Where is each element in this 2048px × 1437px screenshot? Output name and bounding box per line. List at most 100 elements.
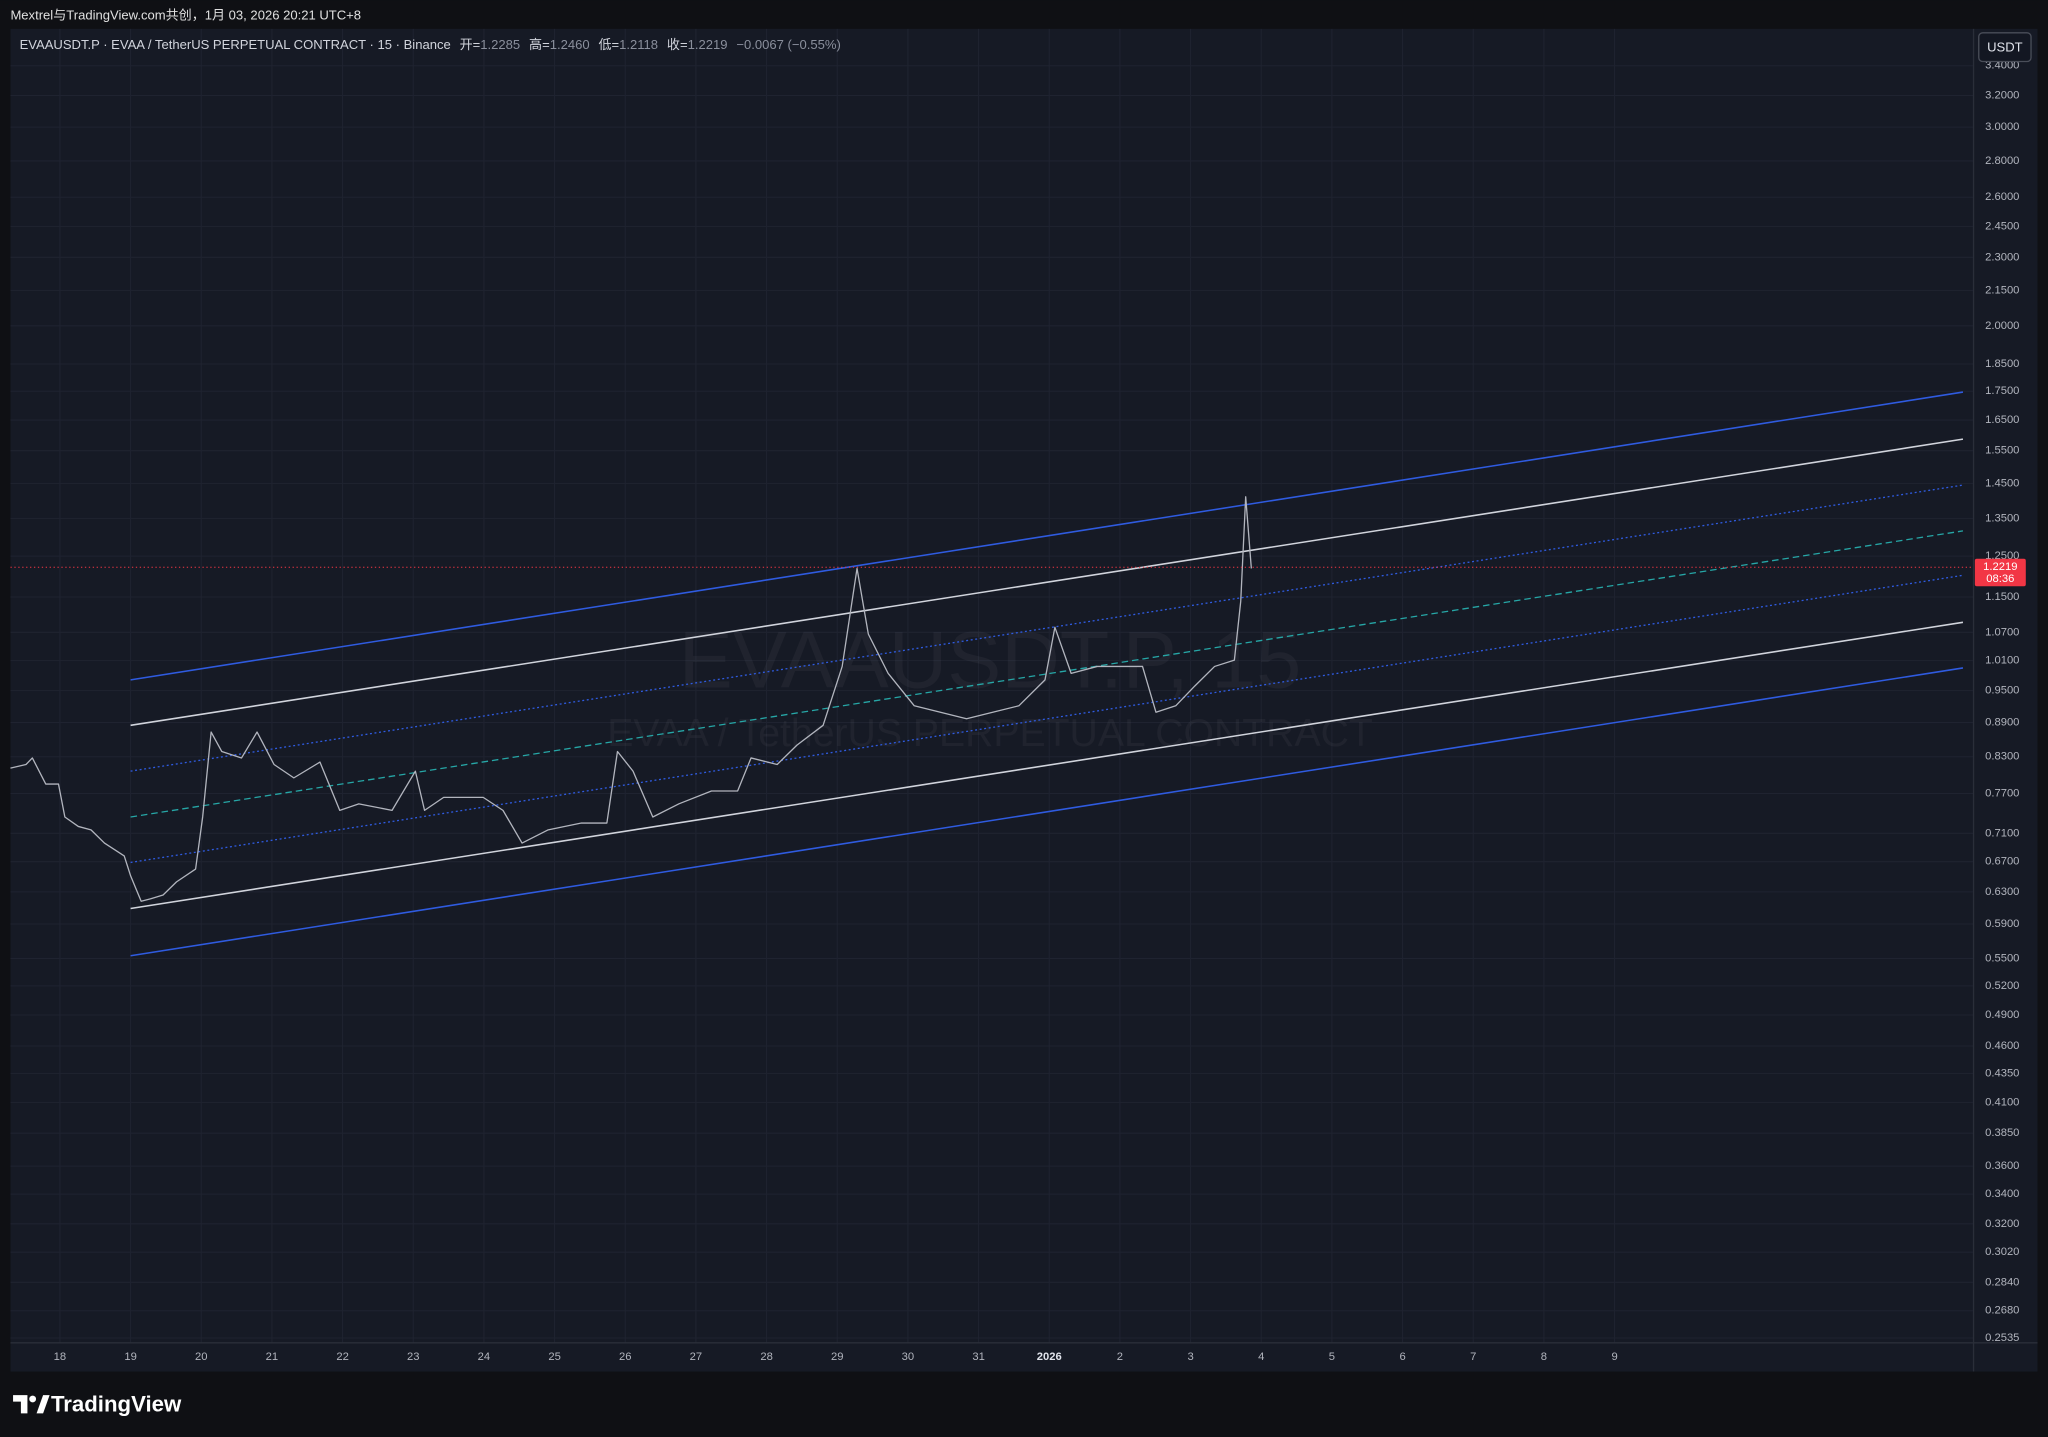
brand-name: TradingView	[51, 1391, 182, 1416]
y-tick-label: 0.5500	[1985, 952, 2019, 964]
x-tick-label: 31	[972, 1351, 984, 1363]
y-tick-label: 0.4350	[1985, 1067, 2019, 1079]
legend-low: 1.2118	[619, 37, 658, 52]
y-tick-label: 1.6500	[1985, 414, 2019, 426]
legend-close: 1.2219	[688, 37, 728, 52]
y-tick-label: 0.7700	[1985, 788, 2019, 800]
y-tick-label: 0.9500	[1985, 685, 2019, 697]
y-tick-label: 0.5900	[1985, 918, 2019, 930]
x-tick-label: 28	[760, 1351, 772, 1363]
y-tick-label: 0.3850	[1985, 1127, 2019, 1139]
watermark-symbol: EVAAUSDT.P, 15	[679, 616, 1302, 706]
y-tick-label: 0.2840	[1985, 1276, 2019, 1288]
channel-line	[130, 574, 1964, 864]
legend-close-label: 收=	[667, 37, 688, 52]
y-tick-label: 0.3200	[1985, 1218, 2019, 1230]
y-tick-label: 1.7500	[1985, 385, 2019, 397]
x-tick-label: 26	[619, 1351, 631, 1363]
y-tick-label: 0.7100	[1985, 827, 2019, 839]
y-tick-label: 2.0000	[1985, 320, 2019, 332]
channel-line	[130, 391, 1964, 681]
logo-slash	[36, 1395, 50, 1414]
x-tick-label: 3	[1187, 1351, 1193, 1363]
channel-line	[130, 621, 1964, 910]
legend-low-label: 低=	[598, 37, 619, 52]
y-tick-label: 2.3000	[1985, 251, 2019, 263]
x-tick-label: 30	[902, 1351, 914, 1363]
x-tick-label: 23	[407, 1351, 419, 1363]
y-tick-label: 2.1500	[1985, 284, 2019, 296]
legend-change: −0.0067 (−0.55%)	[736, 37, 840, 52]
x-tick-label: 5	[1329, 1351, 1335, 1363]
channel-line	[130, 530, 1964, 818]
x-tick-label: 2	[1117, 1351, 1123, 1363]
y-tick-label: 0.8300	[1985, 751, 2019, 763]
y-tick-label: 0.3020	[1985, 1246, 2019, 1258]
x-tick-label: 18	[54, 1351, 66, 1363]
x-tick-label: 27	[690, 1351, 702, 1363]
last-price-label: 1.2219	[1983, 561, 2017, 573]
x-tick-label: 21	[266, 1351, 278, 1363]
y-tick-label: 1.8500	[1985, 358, 2019, 370]
y-tick-label: 0.5200	[1985, 980, 2019, 992]
y-tick-label: 0.4100	[1985, 1096, 2019, 1108]
x-tick-label: 6	[1399, 1351, 1405, 1363]
price-line	[10, 496, 1252, 902]
currency-button-frame[interactable]	[1978, 32, 2032, 63]
y-tick-label: 0.4600	[1985, 1040, 2019, 1052]
y-tick-label: 1.1500	[1985, 591, 2019, 603]
countdown: 08:36	[1986, 573, 2014, 585]
watermark-description: EVAA / TetherUS PERPETUAL CONTRACT	[607, 712, 1373, 755]
y-tick-label: 1.5500	[1985, 445, 2019, 457]
y-tick-label: 3.0000	[1985, 121, 2019, 133]
y-tick-label: 2.6000	[1985, 191, 2019, 203]
channel-line	[130, 438, 1964, 727]
legend-open: 1.2285	[480, 37, 520, 52]
legend-high: 1.2460	[550, 37, 590, 52]
x-tick-label: 20	[195, 1351, 207, 1363]
y-tick-label: 3.4000	[1985, 60, 2019, 72]
y-tick-label: 3.2000	[1985, 89, 2019, 101]
y-tick-label: 2.4500	[1985, 220, 2019, 232]
currency-label[interactable]: USDT	[1987, 39, 2023, 54]
brand: TradingView	[13, 1391, 182, 1416]
y-tick-label: 0.3400	[1985, 1188, 2019, 1200]
y-tick-label: 2.8000	[1985, 155, 2019, 167]
x-tick-label: 9	[1611, 1351, 1617, 1363]
caption: Mextrel与TradingView.com共创，1月 03, 2026 20…	[10, 7, 361, 22]
legend: EVAAUSDT.P · EVAA / TetherUS PERPETUAL C…	[20, 37, 841, 52]
currency-button[interactable]: USDT	[1978, 32, 2032, 63]
x-tick-label: 29	[831, 1351, 843, 1363]
legend-high-label: 高=	[529, 37, 550, 52]
y-tick-label: 1.0100	[1985, 655, 2019, 667]
x-tick-label: 8	[1541, 1351, 1547, 1363]
plot	[10, 391, 1974, 957]
y-tick-label: 0.2680	[1985, 1305, 2019, 1317]
y-tick-label: 1.4500	[1985, 477, 2019, 489]
y-tick-label: 1.0700	[1985, 626, 2019, 638]
y-tick-label: 0.3600	[1985, 1160, 2019, 1172]
grid	[10, 28, 1974, 1343]
y-tick-label: 0.4900	[1985, 1009, 2019, 1021]
channel-line	[130, 667, 1964, 957]
x-tick-label: 19	[124, 1351, 136, 1363]
channel-line	[130, 484, 1964, 772]
axes: 3.4000 3.2000 3.0000 2.8000 2.6000 2.4500 2.30…	[54, 60, 2026, 1363]
logo-mark	[13, 1395, 28, 1414]
x-tick-label: 25	[548, 1351, 560, 1363]
x-tick-label: 2026	[1037, 1351, 1062, 1363]
y-tick-label: 0.8900	[1985, 717, 2019, 729]
watermark: EVAAUSDT.P, 15 EVAA / TetherUS PERPETUAL…	[607, 616, 1373, 755]
legend-open-label: 开=	[460, 37, 481, 52]
x-tick-label: 22	[336, 1351, 348, 1363]
logo-dot	[29, 1395, 37, 1403]
y-tick-label: 1.3500	[1985, 512, 2019, 524]
x-tick-label: 24	[478, 1351, 490, 1363]
last-price-box	[1974, 558, 2026, 587]
y-tick-label: 0.2535	[1985, 1332, 2019, 1344]
legend-symbol: EVAAUSDT.P · EVAA / TetherUS PERPETUAL C…	[20, 37, 451, 52]
y-tick-label: 0.6300	[1985, 886, 2019, 898]
x-tick-label: 4	[1258, 1351, 1264, 1363]
